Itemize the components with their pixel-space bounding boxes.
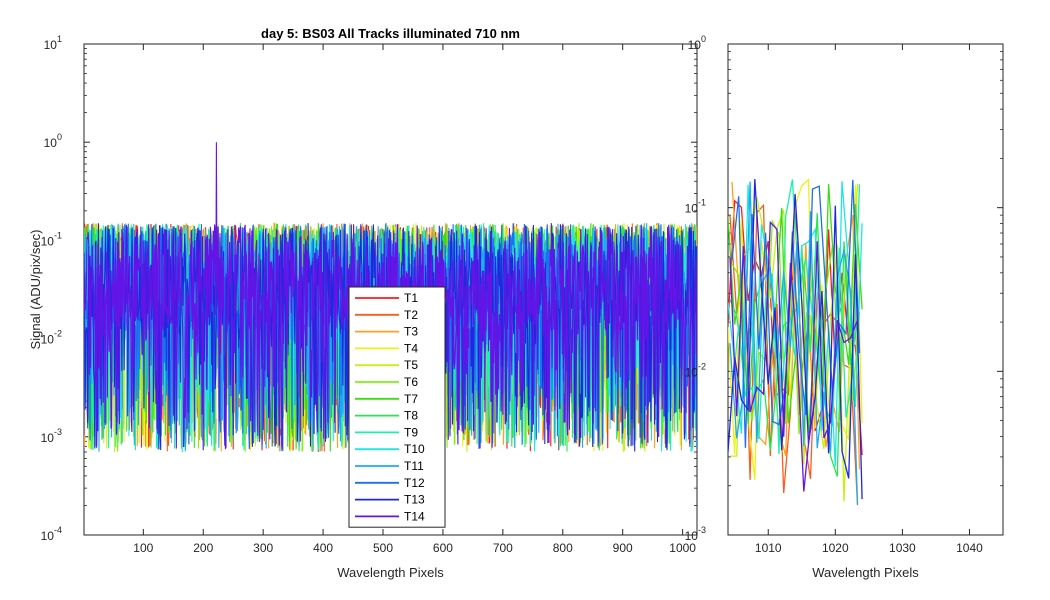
legend-item: T12 bbox=[355, 476, 425, 490]
y-tick-label: 10-2 bbox=[41, 329, 62, 347]
y-tick-label: 10-3 bbox=[685, 525, 706, 543]
x-tick-label: 100 bbox=[133, 541, 153, 555]
legend-label: T8 bbox=[404, 409, 418, 423]
legend-label: T5 bbox=[404, 358, 418, 372]
legend-item: T3 bbox=[355, 325, 418, 339]
legend: T1 T2 T3 T4 T5 T6 T7 T8 T9 T10 T11 T12 T13 T14 bbox=[348, 286, 446, 528]
y-tick-label: 100 bbox=[688, 34, 706, 52]
x-tick-label: 300 bbox=[253, 541, 273, 555]
x-tick-label: 1000 bbox=[669, 541, 696, 555]
x-tick-label: 600 bbox=[433, 541, 453, 555]
legend-label: T11 bbox=[404, 459, 424, 473]
legend-item: T4 bbox=[355, 341, 418, 355]
zoom-series-line-t13 bbox=[728, 179, 863, 500]
legend-label: T13 bbox=[404, 493, 425, 507]
legend-label: T6 bbox=[404, 375, 418, 389]
y-tick-label: 10-1 bbox=[685, 198, 706, 216]
legend-item: T9 bbox=[355, 425, 418, 439]
legend-label: T10 bbox=[404, 442, 425, 456]
y-tick-label: 10-1 bbox=[41, 230, 62, 248]
y-axis-label: Signal (ADU/pix/sec) bbox=[28, 230, 43, 350]
y-tick-label: 100 bbox=[44, 132, 62, 150]
legend-item: T8 bbox=[355, 409, 418, 423]
legend-item: T7 bbox=[355, 392, 418, 406]
legend-item: T2 bbox=[355, 308, 418, 322]
y-tick-label: 101 bbox=[44, 34, 62, 52]
legend-item: T14 bbox=[355, 509, 425, 523]
zoom-series-line-t9 bbox=[731, 179, 861, 455]
main-spectrum-panel: day 5: BS03 All Tracks illuminated 710 n… bbox=[28, 26, 698, 580]
main-x-axis-label: Wavelength Pixels bbox=[337, 565, 444, 580]
y-tick-label: 10-2 bbox=[685, 361, 706, 379]
zoom-axis-ticks: 1010 1020 1030 1040 10-3 10-2 10-1 100 bbox=[685, 34, 1003, 555]
legend-label: T2 bbox=[404, 308, 418, 322]
legend-item: T1 bbox=[355, 291, 418, 305]
zoom-x-axis-label: Wavelength Pixels bbox=[812, 565, 919, 580]
legend-item: T6 bbox=[355, 375, 418, 389]
x-tick-label: 1010 bbox=[755, 541, 782, 555]
x-tick-label: 400 bbox=[313, 541, 333, 555]
legend-item: T10 bbox=[355, 442, 425, 456]
chart-title: day 5: BS03 All Tracks illuminated 710 n… bbox=[261, 26, 520, 41]
legend-label: T14 bbox=[404, 509, 425, 523]
x-tick-label: 1020 bbox=[822, 541, 849, 555]
zoom-series-line-t7 bbox=[728, 183, 863, 433]
legend-label: T7 bbox=[404, 392, 418, 406]
zoom-series-line-t14 bbox=[729, 220, 859, 492]
x-tick-label: 700 bbox=[493, 541, 513, 555]
zoom-plot-area bbox=[727, 43, 1004, 536]
zoom-spectrum-panel: 1010 1020 1030 1040 10-3 10-2 10-1 100 Waveleng… bbox=[685, 34, 1004, 580]
legend-label: T1 bbox=[404, 291, 418, 305]
x-tick-label: 500 bbox=[373, 541, 393, 555]
legend-item: T5 bbox=[355, 358, 418, 372]
y-tick-label: 10-4 bbox=[41, 525, 62, 543]
legend-item: T13 bbox=[355, 493, 425, 507]
x-tick-label: 200 bbox=[193, 541, 213, 555]
x-tick-label: 1040 bbox=[956, 541, 983, 555]
legend-label: T9 bbox=[404, 425, 418, 439]
x-tick-label: 900 bbox=[613, 541, 633, 555]
legend-label: T3 bbox=[404, 325, 418, 339]
zoom-series-group bbox=[728, 178, 863, 506]
legend-item: T11 bbox=[355, 459, 424, 473]
main-axis-ticks: 100 200 300 400 500 600 700 800 900 1000 10-4 10-3 1… bbox=[41, 34, 697, 555]
x-tick-label: 1030 bbox=[889, 541, 916, 555]
y-tick-label: 10-3 bbox=[41, 427, 62, 445]
legend-box bbox=[348, 286, 446, 528]
x-tick-label: 800 bbox=[553, 541, 573, 555]
legend-label: T4 bbox=[404, 341, 418, 355]
legend-label: T12 bbox=[404, 476, 425, 490]
